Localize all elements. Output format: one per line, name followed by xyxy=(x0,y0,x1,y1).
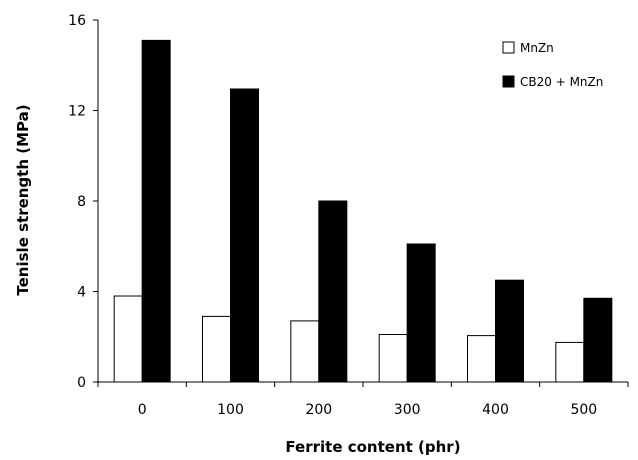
x-tick-label: 0 xyxy=(138,402,147,418)
y-tick-label: 4 xyxy=(77,285,86,301)
bars xyxy=(113,39,613,383)
bar-cb20-mnzn-300 xyxy=(406,243,436,383)
bar-cb20-mnzn-500 xyxy=(583,297,613,383)
bar-mnzn-0 xyxy=(113,295,143,383)
x-tick-label: 100 xyxy=(217,402,244,418)
x-tick-label: 200 xyxy=(305,402,332,418)
legend-label: CB20 + MnZn xyxy=(520,75,603,89)
bar-mnzn-500 xyxy=(555,341,585,383)
bar-mnzn-200 xyxy=(290,320,320,383)
legend-label: MnZn xyxy=(520,41,554,55)
x-tick-label: 400 xyxy=(482,402,509,418)
bar-cb20-mnzn-200 xyxy=(318,200,348,383)
legend-swatch xyxy=(502,41,515,54)
x-tick-label: 500 xyxy=(570,402,597,418)
bar-mnzn-400 xyxy=(467,335,496,383)
y-tick-label: 0 xyxy=(77,375,86,391)
legend: MnZn CB20 + MnZn xyxy=(502,41,603,89)
bar-cb20-mnzn-100 xyxy=(230,88,259,383)
y-axis-title: Tenisle strength (MPa) xyxy=(14,104,32,295)
bar-cb20-mnzn-400 xyxy=(495,279,524,383)
x-axis: 0 100 200 300 400 500 xyxy=(97,381,629,418)
bar-cb20-mnzn-0 xyxy=(141,39,171,383)
x-tick-label: 300 xyxy=(394,402,421,418)
x-axis-title: Ferrite content (phr) xyxy=(285,438,460,456)
legend-swatch xyxy=(502,75,515,88)
y-axis: 0 4 8 12 16 xyxy=(68,13,99,391)
y-tick-label: 16 xyxy=(68,13,86,29)
bar-mnzn-100 xyxy=(202,315,231,383)
y-tick-label: 12 xyxy=(68,104,86,120)
y-tick-label: 8 xyxy=(77,194,86,210)
bar-mnzn-300 xyxy=(378,333,408,383)
